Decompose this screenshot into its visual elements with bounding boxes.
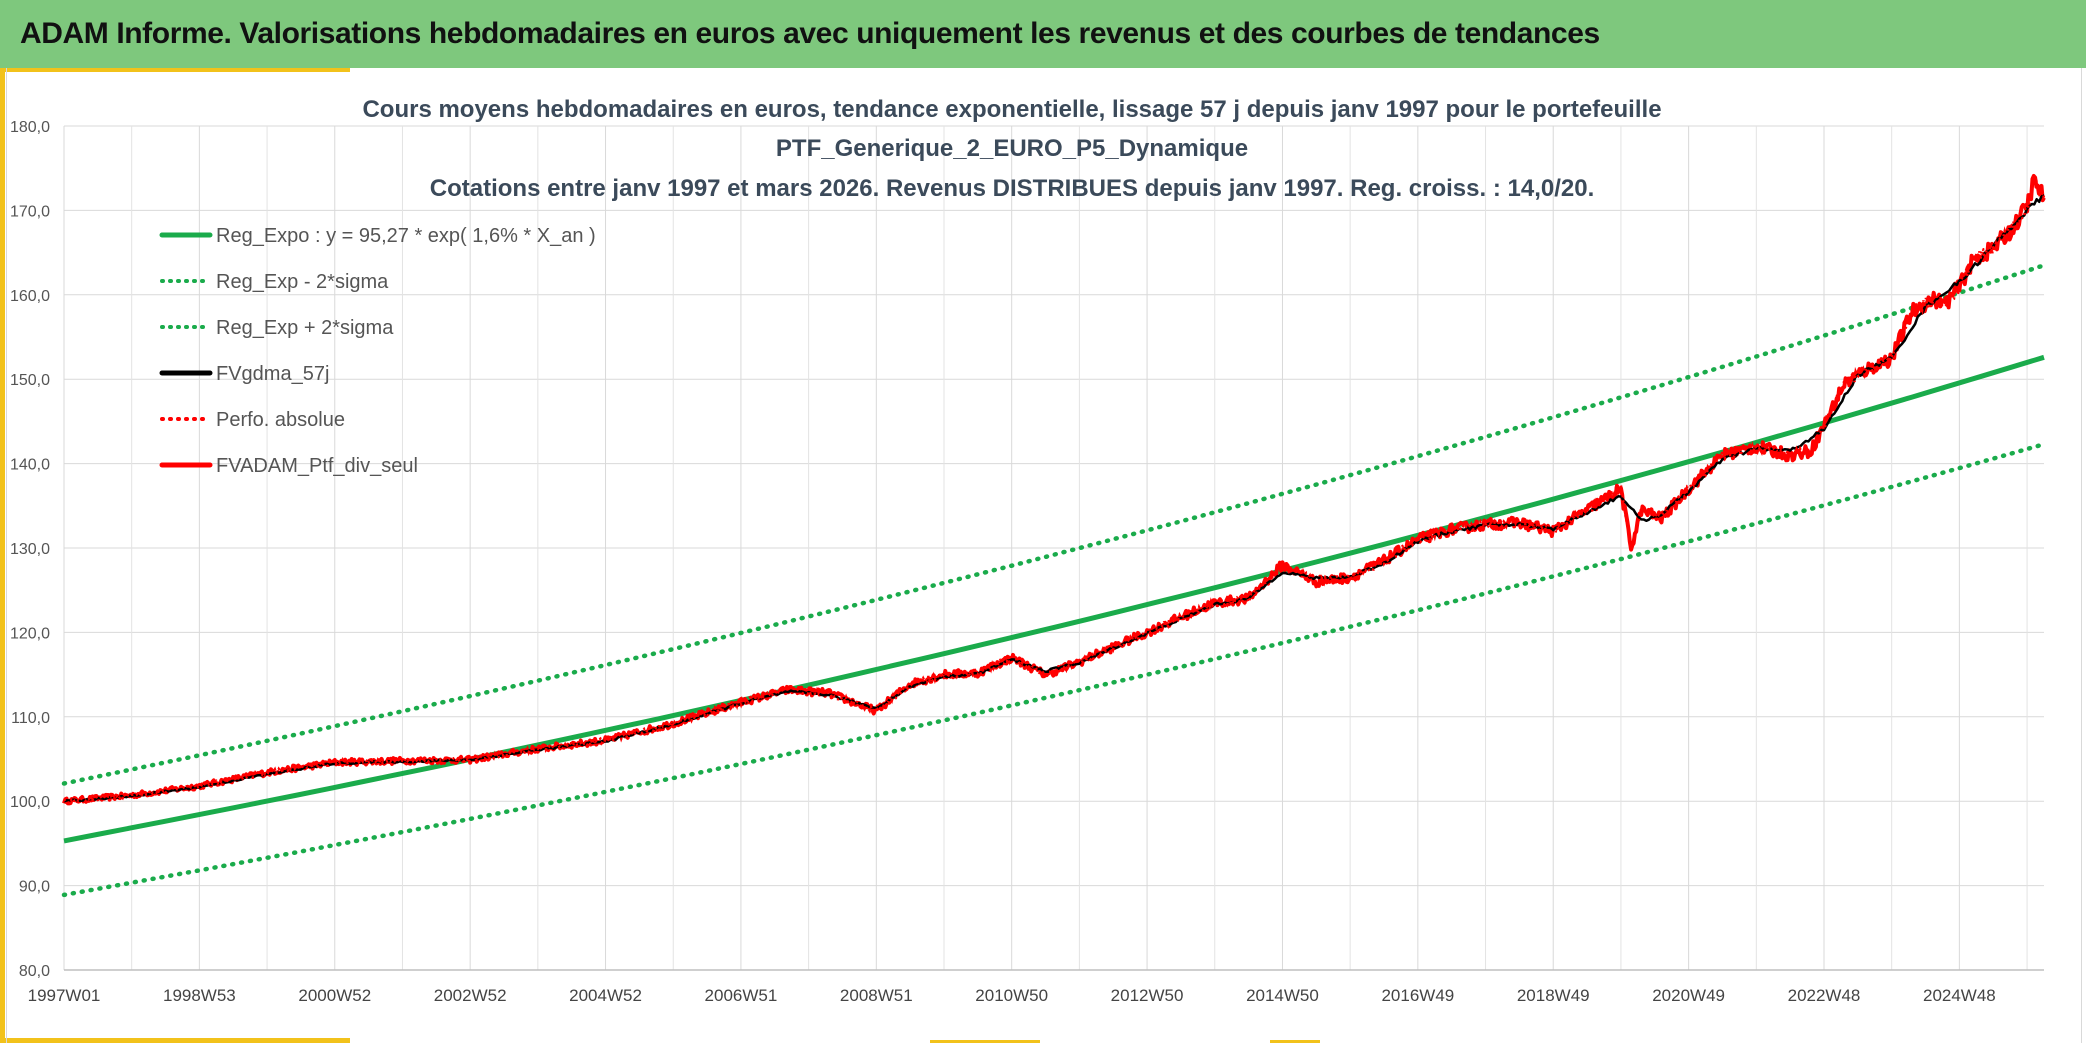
chart-title-line: PTF_Generique_2_EURO_P5_Dynamique [776, 135, 1248, 162]
y-axis-ticks: 80,0 90,0 100,0 110,0 120,0 130,0 140,0 150,0 16… [10, 119, 50, 980]
y-tick-label: 150,0 [10, 372, 50, 389]
x-tick-label: 2002W52 [434, 986, 507, 1005]
x-tick-label: 2000W52 [298, 986, 371, 1005]
y-tick-label: 130,0 [10, 541, 50, 558]
legend-label: Reg_Exp + 2*sigma [216, 317, 394, 339]
chart-legend: Reg_Expo : y = 95,27 * exp( 1,6% * X_an … [159, 225, 596, 477]
x-tick-label: 2022W48 [1788, 986, 1861, 1005]
legend-label: Perfo. absolue [216, 409, 345, 431]
chart-series [61, 170, 2047, 898]
y-tick-label: 120,0 [10, 625, 50, 642]
page-title: ADAM Informe. Valorisations hebdomadaire… [20, 17, 1600, 50]
series-reg-exp-minus-2sigma [61, 441, 2047, 898]
accent-bar-left [0, 68, 5, 1043]
x-tick-label: 2014W50 [1246, 986, 1319, 1005]
x-tick-label: 2024W48 [1923, 986, 1996, 1005]
header-bar: ADAM Informe. Valorisations hebdomadaire… [0, 0, 2086, 68]
x-tick-label: 2016W49 [1381, 986, 1454, 1005]
y-tick-label: 80,0 [19, 963, 50, 980]
x-axis-ticks: 1997W01 1998W53 2000W52 2002W52 2004W52 2006W… [28, 986, 1996, 1005]
x-tick-label: 2012W50 [1111, 986, 1184, 1005]
accent-bar-bottom [0, 1038, 350, 1043]
chart-grid [63, 125, 2044, 971]
legend-label: FVADAM_Ptf_div_seul [216, 455, 418, 477]
y-tick-label: 140,0 [10, 457, 50, 474]
series-fvgdma-57j [63, 194, 2045, 803]
chart-frame [6, 68, 2082, 1043]
legend-label: FVgdma_57j [216, 363, 329, 385]
x-tick-label: 2006W51 [705, 986, 778, 1005]
accent-bar-bottom-right [1270, 1040, 1320, 1043]
y-tick-label: 170,0 [10, 203, 50, 220]
x-tick-label: 2008W51 [840, 986, 913, 1005]
chart-title-line: Cotations entre janv 1997 et mars 2026. … [430, 175, 1595, 202]
x-tick-label: 2010W50 [975, 986, 1048, 1005]
y-tick-label: 180,0 [10, 119, 50, 136]
x-tick-label: 2004W52 [569, 986, 642, 1005]
x-tick-label: 1998W53 [163, 986, 236, 1005]
y-tick-label: 100,0 [10, 794, 50, 811]
accent-bar-top [0, 68, 350, 72]
legend-label: Reg_Exp - 2*sigma [216, 271, 389, 293]
series-reg-expo [63, 354, 2045, 844]
series-reg-exp-plus-2sigma [61, 263, 2047, 786]
x-tick-label: 1997W01 [28, 986, 101, 1005]
legend-label: Reg_Expo : y = 95,27 * exp( 1,6% * X_an … [216, 225, 596, 247]
accent-bar-bottom-mid [930, 1040, 1040, 1043]
series-perfo-absolue [63, 170, 2046, 805]
y-tick-label: 90,0 [19, 879, 50, 896]
x-tick-label: 2018W49 [1517, 986, 1590, 1005]
y-tick-label: 160,0 [10, 288, 50, 305]
chart-title: Cours moyens hebdomadaires en euros, ten… [362, 96, 1661, 202]
chart-title-line: Cours moyens hebdomadaires en euros, ten… [362, 96, 1661, 123]
y-tick-label: 110,0 [11, 710, 50, 727]
x-tick-label: 2020W49 [1652, 986, 1725, 1005]
